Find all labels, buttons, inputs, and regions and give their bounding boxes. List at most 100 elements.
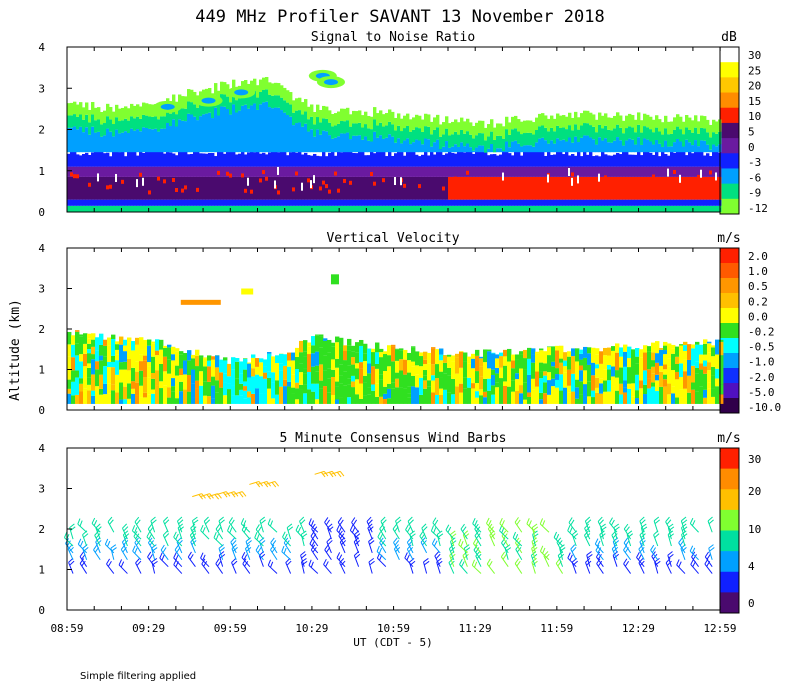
legend-swatch-1-2 (720, 77, 739, 94)
wind-barb (420, 542, 428, 554)
wind-barb (638, 548, 645, 561)
legend-swatch-1-10 (720, 198, 739, 215)
wind-barb (570, 548, 577, 561)
wind-barb (596, 563, 604, 574)
wind-barb (336, 530, 346, 540)
wind-barb (176, 541, 183, 554)
wind-barb (192, 520, 196, 533)
wind-barb (231, 548, 237, 560)
wind-barb (228, 522, 237, 533)
wind-barb (249, 481, 260, 485)
wind-barb (281, 551, 291, 561)
legend-swatch-2-7 (720, 353, 739, 369)
wind-barb (104, 544, 115, 554)
wind-barb (678, 542, 686, 554)
legend-swatch-1-7 (720, 153, 739, 169)
wind-barb (257, 481, 268, 485)
wind-barb (203, 521, 210, 533)
wind-barb (499, 530, 509, 540)
wind-barb (106, 563, 115, 574)
wind-barb (553, 537, 563, 547)
wind-barb (504, 548, 509, 560)
wind-barb (530, 555, 536, 567)
wind-barb (150, 520, 156, 533)
wind-barb (651, 556, 659, 567)
legend-unit-3: m/s (717, 431, 740, 446)
wind-barb (245, 541, 251, 554)
wind-barb (218, 548, 224, 560)
legend-label-2-6: -0.5 (748, 341, 775, 354)
x-tick-0: 08:59 (50, 622, 83, 635)
wind-barb (584, 520, 591, 533)
wind-barb (475, 555, 482, 567)
wind-barb (218, 520, 224, 533)
legend-swatch-1-8 (720, 168, 739, 185)
wind-barb (639, 534, 645, 547)
wind-barb (339, 541, 346, 554)
legend-swatch-2-10 (720, 398, 739, 414)
wind-barb (134, 542, 142, 554)
wind-barb (159, 557, 169, 568)
wind-barb (392, 528, 400, 540)
wind-barb (540, 551, 550, 561)
wind-barb (122, 527, 128, 540)
wind-barb (704, 563, 713, 574)
wind-barb (487, 528, 496, 540)
wind-barb (324, 522, 332, 533)
wind-barb (295, 530, 305, 540)
y-tick-2-4: 4 (38, 242, 45, 255)
legend-swatch-3-6 (720, 571, 739, 593)
wind-barb (406, 548, 414, 561)
wind-barb (93, 549, 101, 561)
wind-barb (353, 534, 360, 547)
figure-title: 449 MHz Profiler SAVANT 13 November 2018 (195, 7, 604, 27)
wind-barb (192, 493, 202, 498)
wind-barb (95, 541, 101, 554)
wind-barb (82, 548, 88, 560)
wind-barb (215, 528, 224, 540)
velocity-field (67, 274, 724, 404)
y-tick-2-0: 0 (38, 404, 45, 417)
legend-swatch-2-5 (720, 323, 739, 339)
wind-barb (460, 528, 468, 540)
wind-barb (173, 557, 183, 568)
wind-barb (324, 549, 332, 561)
wind-barb (680, 548, 686, 560)
legend-label-2-9: -5.0 (748, 386, 775, 399)
wind-barb (283, 542, 292, 554)
wind-barb (67, 548, 74, 560)
legend-swatch-2-0 (720, 248, 739, 264)
wind-barb (665, 562, 672, 574)
wind-barb (436, 561, 441, 574)
wind-barb (349, 530, 359, 540)
wind-barb (232, 491, 243, 496)
wind-barb (132, 550, 142, 561)
wind-barb (68, 562, 74, 574)
wind-barb (177, 527, 183, 540)
wind-barb (450, 541, 455, 554)
wind-barb (708, 548, 713, 560)
legend-swatch-3-3 (720, 509, 739, 531)
wind-barb (379, 542, 387, 554)
wind-barb (531, 561, 536, 574)
legend-label-1-10: -12 (748, 202, 768, 215)
footnote: Simple filtering applied (80, 671, 196, 682)
wind-barb (285, 562, 292, 574)
x-tick-1: 09:29 (132, 622, 165, 635)
wind-barb (681, 534, 686, 547)
wind-barb (680, 520, 686, 533)
wind-barb (612, 555, 618, 567)
wind-barb (314, 470, 325, 475)
legend-label-2-10: -10.0 (748, 401, 781, 414)
wind-barb (135, 562, 142, 574)
wind-barb (230, 541, 237, 554)
wind-barb (380, 521, 387, 533)
wind-barb (241, 529, 251, 540)
wind-barb (208, 493, 218, 498)
wind-barb (366, 521, 373, 533)
wind-barb (599, 534, 604, 547)
wind-barb (258, 555, 264, 567)
y-tick-3-2: 2 (38, 523, 45, 536)
y-tick-2-2: 2 (38, 323, 45, 336)
wind-barb (160, 549, 169, 561)
